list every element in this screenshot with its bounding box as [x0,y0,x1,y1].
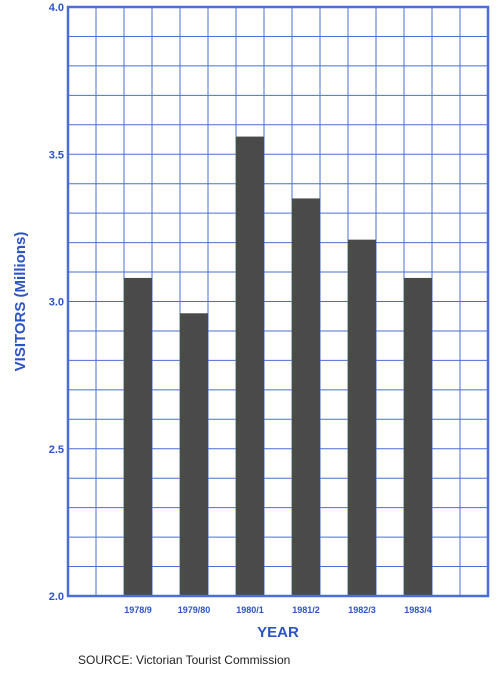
source-value: Victorian Tourist Commission [136,653,291,667]
bar-1979-80 [180,313,208,596]
x-tick-label: 1978/9 [124,605,152,615]
bar-1982-3 [348,239,376,596]
source-note: SOURCE: Victorian Tourist Commission [78,653,290,667]
x-tick-label: 1980/1 [236,605,264,615]
x-tick-label: 1983/4 [404,605,432,615]
plot-frame [66,5,490,598]
bars [124,136,432,597]
y-tick-labels: 2.0 2.5 3.0 3.5 4.0 [49,2,64,603]
bar-1983-4 [404,277,432,596]
y-tick-label: 2.0 [49,591,64,603]
x-tick-label: 1981/2 [292,605,320,615]
y-axis-title: VISITORS (Millions) [12,232,29,372]
bar-1980-1 [236,136,264,596]
y-tick-label: 2.5 [49,444,64,456]
y-tick-label: 3.5 [49,149,64,161]
y-tick-label: 4.0 [49,2,64,14]
x-category-labels: 1978/9 1979/80 1980/1 1981/2 1982/3 1983/4 [124,605,432,615]
y-tick-label: 3.0 [49,297,64,309]
x-tick-label: 1979/80 [178,605,211,615]
x-tick-label: 1982/3 [348,605,376,615]
source-label: SOURCE: [78,653,133,667]
bar-1981-2 [292,198,320,597]
x-axis-title: YEAR [257,624,299,641]
bar-1978-9 [124,277,152,596]
